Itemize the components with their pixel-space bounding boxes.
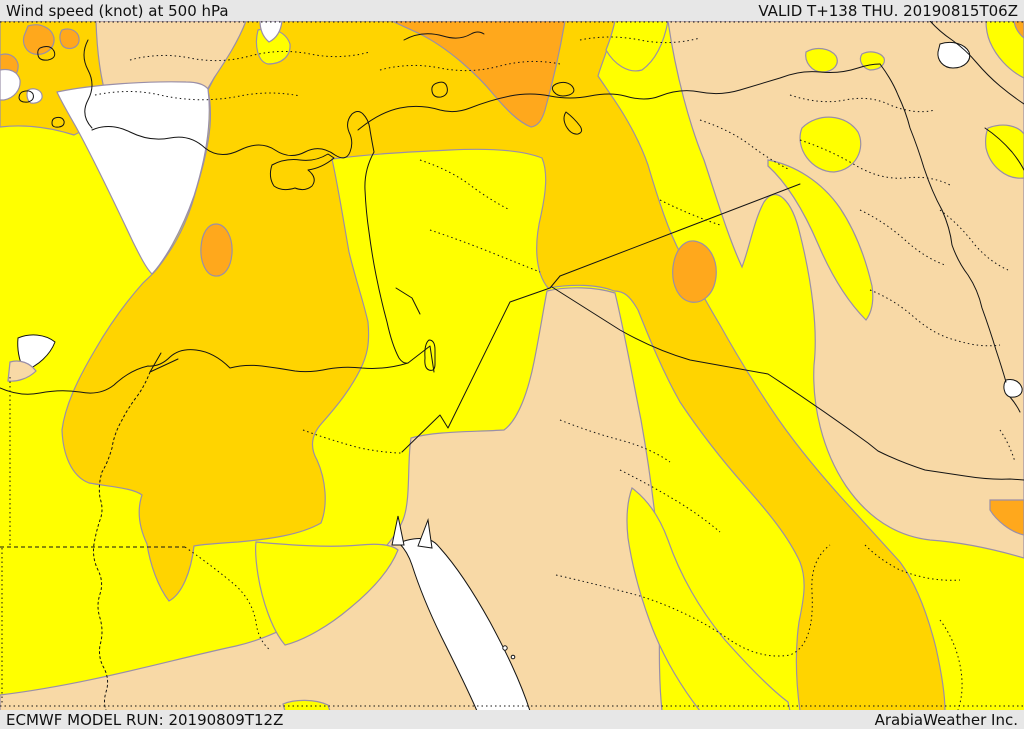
caspian-south-coast <box>984 127 1024 171</box>
persian-gulf-tip <box>1009 396 1021 413</box>
iran-district-borders-3 <box>859 209 1009 271</box>
map-title: Wind speed (knot) at 500 hPa <box>6 1 229 20</box>
sudan-border-diagonal <box>1 546 271 705</box>
orange-oval-east <box>672 240 717 303</box>
header-bar: Wind speed (knot) at 500 hPa VALID T+138… <box>0 0 1024 21</box>
model-run-label: ECMWF MODEL RUN: 20190809T12Z <box>6 710 284 729</box>
white-low-east-mediterranean <box>56 81 210 275</box>
yellow-corner-northeast <box>985 20 1024 79</box>
turkey-province-borders-1 <box>129 50 371 62</box>
israel-border-lines <box>395 287 435 373</box>
red-sea-island <box>510 654 516 660</box>
orange-oval-west <box>200 223 233 277</box>
syria-iraq-border <box>559 183 801 277</box>
wind-speed-fill-regions <box>0 20 1024 712</box>
yellow-patch-iran-2 <box>985 124 1024 179</box>
yellow-patch-iran-1 <box>799 116 862 173</box>
seas-and-lakes <box>391 41 1023 712</box>
tan-sliver-west-edge <box>7 360 37 382</box>
iran-district-borders-1 <box>789 94 936 113</box>
nile-delta <box>149 352 179 373</box>
saudi-district-borders-3 <box>864 544 963 711</box>
borders-dotted <box>0 21 1024 711</box>
lake-tuz <box>431 81 448 98</box>
orange-patch-topleft-c <box>59 28 80 50</box>
cyprus-coastline <box>269 153 335 191</box>
provider-label: ArabiaWeather Inc. <box>874 710 1018 729</box>
lake-urmia <box>937 41 971 69</box>
iraq-district-borders <box>659 119 791 226</box>
valid-time-label: VALID T+138 THU. 20190815T06Z <box>758 1 1018 20</box>
red-sea <box>398 538 531 712</box>
gold-main-band <box>61 20 946 712</box>
red-sea-island <box>502 645 508 651</box>
iran-iraq-border <box>879 63 1007 383</box>
aegean-island <box>37 46 56 61</box>
orange-corner-topright <box>1013 20 1024 39</box>
white-patch-aegean-a <box>0 68 21 101</box>
yellow-wedge-west-of-redsea <box>255 541 399 646</box>
yellow-gap-top-center <box>605 20 669 72</box>
gulf-inlet-east-edge <box>1003 379 1023 398</box>
white-patch-marmara <box>259 20 283 43</box>
turkey-province-borders-3 <box>379 36 701 72</box>
black-sea-coast <box>403 31 485 41</box>
anatolia-south-coast <box>91 111 375 159</box>
saudi-district-borders-1 <box>559 419 721 533</box>
aegean-island <box>51 116 65 128</box>
syria-district-borders <box>419 159 541 273</box>
gulf-of-suez <box>391 515 405 546</box>
nile-river <box>93 371 151 711</box>
sinai-negev-dotted <box>302 429 404 454</box>
turkey-syria-iraq-border <box>357 63 881 131</box>
lake-van <box>551 81 575 97</box>
gulf-of-aqaba <box>417 518 433 549</box>
turkey-province-borders-2 <box>94 91 301 101</box>
dead-sea <box>424 339 436 371</box>
yellow-patch-iran-west <box>767 159 874 321</box>
levant-and-egypt-coast <box>0 151 409 395</box>
jordan-saudi-iraq-border <box>401 275 1024 481</box>
lake-tharthar <box>563 111 583 135</box>
white-sliver-west-edge <box>17 334 56 372</box>
iran-district-borders-4 <box>869 289 1016 463</box>
white-patch-aegean-b <box>26 88 43 104</box>
yellow-patch-iran-small-a <box>805 47 838 73</box>
aegean-island <box>18 90 34 103</box>
coastlines <box>0 20 1024 711</box>
footer-bar: ECMWF MODEL RUN: 20190809T12Z ArabiaWeat… <box>0 710 1024 729</box>
yellow-patch-iran-small-b <box>859 51 885 71</box>
caspian-coast <box>929 20 1024 105</box>
aegean-coast <box>83 39 93 129</box>
